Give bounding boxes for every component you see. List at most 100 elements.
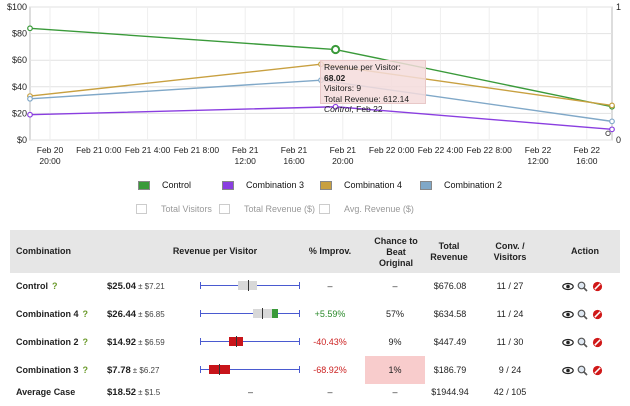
help-icon[interactable]: ? bbox=[82, 365, 89, 375]
action-cell bbox=[562, 272, 612, 300]
improvement-value: -68.92% bbox=[313, 365, 347, 375]
y2-tick-label: 1 bbox=[616, 2, 621, 12]
table-header: Combination Revenue per Visitor % Improv… bbox=[10, 230, 620, 273]
boxplot-median bbox=[247, 280, 249, 291]
boxplot-cap bbox=[200, 366, 201, 373]
eye-icon[interactable] bbox=[562, 309, 574, 320]
x-tick-label: 20:00 bbox=[332, 156, 354, 165]
header-rpv: Revenue per Visitor bbox=[172, 246, 258, 256]
conv-cell: 9 / 24 bbox=[485, 356, 535, 384]
data-point bbox=[27, 25, 33, 32]
conv-cell: 11 / 24 bbox=[485, 300, 535, 328]
boxplot-cell bbox=[200, 328, 300, 356]
boxplot-range bbox=[272, 309, 278, 318]
rpv-value: $25.04 bbox=[107, 280, 137, 292]
magnifier-icon[interactable] bbox=[577, 365, 588, 376]
stop-icon[interactable] bbox=[592, 337, 603, 348]
stop-icon[interactable] bbox=[592, 281, 603, 292]
checkbox[interactable] bbox=[219, 204, 230, 214]
help-icon[interactable]: ? bbox=[82, 337, 89, 347]
eye-icon[interactable] bbox=[562, 281, 574, 292]
data-point bbox=[27, 95, 33, 102]
total-revenue-value: $1944.94 bbox=[431, 387, 469, 397]
action-cell bbox=[562, 356, 612, 384]
legend-label: Combination 3 bbox=[246, 180, 305, 190]
improvement-value: -40.43% bbox=[313, 337, 347, 347]
help-icon[interactable]: ? bbox=[82, 309, 89, 319]
boxplot-cell bbox=[200, 356, 300, 384]
tooltip-date: , Feb 22 bbox=[351, 104, 383, 114]
x-tick-label: Feb 21 0:00 bbox=[76, 145, 122, 155]
rpv-cell: $14.92 ± $6.59 bbox=[107, 328, 202, 356]
header-combination: Combination bbox=[16, 246, 71, 256]
rpv-value: $26.44 bbox=[107, 308, 137, 320]
legend-item-control[interactable]: Control bbox=[138, 180, 191, 190]
improv-cell: – bbox=[300, 378, 360, 406]
x-tick-label: Feb 20 bbox=[37, 145, 64, 155]
data-point bbox=[27, 111, 33, 118]
total-revenue-value: $634.58 bbox=[433, 309, 467, 319]
conversions-value: 42 / 105 bbox=[493, 387, 527, 397]
improvement-value: +5.59% bbox=[314, 309, 346, 319]
rpv-value: $14.92 bbox=[107, 336, 137, 348]
total-revenue-value: $447.49 bbox=[433, 337, 467, 347]
x-tick-label: Feb 22 8:00 bbox=[467, 145, 513, 155]
header-improv: % Improv. bbox=[308, 246, 352, 256]
stop-icon[interactable] bbox=[592, 365, 603, 376]
x-tick-label: 16:00 bbox=[576, 156, 598, 165]
chance-value: 9% bbox=[388, 337, 402, 347]
revenue-chart: $0 $20 $40 $60 $80 $100 0 1 Feb 20 20:00 Feb 21 0:… bbox=[0, 0, 630, 165]
tooltip-visitors: Visitors: 9 bbox=[324, 83, 362, 93]
total-cell: $1944.94 bbox=[425, 378, 475, 406]
option-total-visitors[interactable]: Total Visitors bbox=[136, 204, 212, 214]
improv-cell: +5.59% bbox=[300, 300, 360, 328]
boxplot-cap bbox=[299, 366, 300, 373]
action-cell bbox=[562, 300, 612, 328]
y-tick-label: $0 bbox=[17, 135, 27, 145]
boxplot-cell bbox=[200, 300, 300, 328]
legend-item-combination-2[interactable]: Combination 2 bbox=[420, 180, 502, 190]
combination-cell: Combination 4? bbox=[16, 300, 106, 328]
boxplot-whisker bbox=[200, 341, 300, 342]
boxplot-whisker bbox=[200, 313, 300, 314]
data-point bbox=[330, 44, 341, 55]
rpv-value: $18.52 bbox=[107, 386, 137, 398]
chart-tooltip: Revenue per Visitor: 68.02 Visitors: 9 T… bbox=[320, 60, 426, 114]
legend-swatch bbox=[138, 180, 150, 190]
magnifier-icon[interactable] bbox=[577, 309, 588, 320]
x-tick-label: 12:00 bbox=[527, 156, 549, 165]
stop-icon[interactable] bbox=[592, 309, 603, 320]
data-point bbox=[605, 130, 611, 137]
option-avg-revenue[interactable]: Avg. Revenue ($) bbox=[319, 204, 414, 214]
boxplot-cap bbox=[200, 282, 201, 289]
header-chance: Chance to Beat Original bbox=[374, 236, 418, 268]
x-tick-label: Feb 22 4:00 bbox=[418, 145, 464, 155]
checkbox[interactable] bbox=[136, 204, 147, 214]
legend-item-combination-4[interactable]: Combination 4 bbox=[320, 180, 402, 190]
combination-name: Combination 4 bbox=[16, 309, 79, 319]
legend-swatch bbox=[222, 180, 234, 190]
conversions-value: 11 / 27 bbox=[496, 281, 524, 291]
combination-cell: Combination 3? bbox=[16, 356, 106, 384]
boxplot-median bbox=[219, 364, 220, 375]
checkbox[interactable] bbox=[319, 204, 330, 214]
total-cell: $676.08 bbox=[425, 272, 475, 300]
table-row: Control? $25.04 ± $7.21– – $676.08 11 / 27 bbox=[10, 272, 620, 300]
boxplot-cap bbox=[200, 338, 201, 345]
x-tick-label: Feb 21 bbox=[281, 145, 308, 155]
tooltip-total-revenue: Total Revenue: 612.14 bbox=[324, 93, 410, 104]
help-icon[interactable]: ? bbox=[52, 281, 58, 291]
boxplot-cap bbox=[299, 282, 300, 289]
eye-icon[interactable] bbox=[562, 337, 574, 348]
legend-item-combination-3[interactable]: Combination 3 bbox=[222, 180, 304, 190]
boxplot-cap bbox=[299, 338, 300, 345]
data-point bbox=[609, 118, 615, 125]
eye-icon[interactable] bbox=[562, 365, 574, 376]
y-tick-label: $20 bbox=[12, 108, 27, 118]
option-total-revenue[interactable]: Total Revenue ($) bbox=[219, 204, 315, 214]
magnifier-icon[interactable] bbox=[577, 337, 588, 348]
chance-cell: – bbox=[365, 272, 425, 300]
magnifier-icon[interactable] bbox=[577, 281, 588, 292]
boxplot-whisker bbox=[200, 369, 300, 370]
rpv-error: ± $6.59 bbox=[138, 337, 165, 347]
